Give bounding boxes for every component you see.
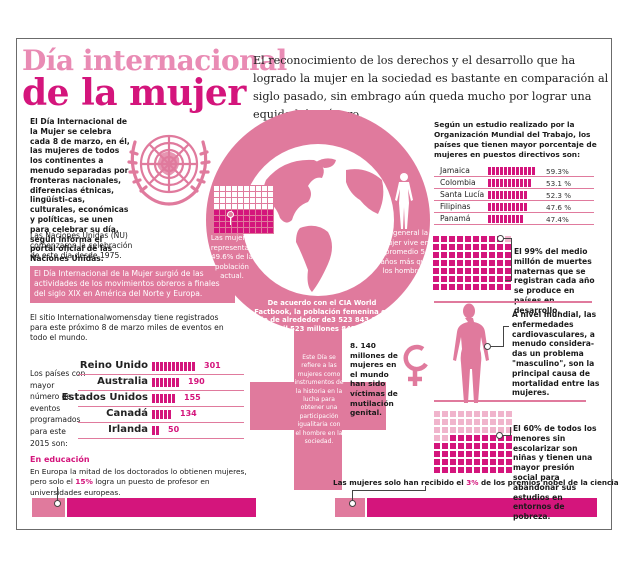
lifespan-text: En general la mujer vive en promedio 5 a… [380,229,430,276]
directive-bar-value: 47.6 % [546,203,572,212]
events-bar [152,362,195,371]
directive-bar [488,215,523,223]
events-bar-value: 155 [184,393,201,402]
woman-figure-icon [453,303,489,403]
nobel-marker-dot [349,500,356,507]
countries-caption: Los países con mayor número de eventos p… [30,369,86,448]
directive-bar-row: Colombia 53.1 % [434,177,594,189]
events-bar-value: 134 [180,409,197,418]
directive-bar [488,167,535,175]
events-bar-row: Irlanda 50 [78,423,244,439]
directive-bar-row: Santa Lucía 52.3 % [434,189,594,201]
directive-bar-value: 52.3 % [546,191,572,200]
venus-symbol-icon [206,110,430,490]
school-text: El 60% de todos los menores sin escolari… [513,424,597,522]
directive-bar [488,203,527,211]
directive-bar-row: Filipinas 47.6 % [434,201,594,213]
female-symbol-icon [403,344,428,386]
directive-bar-row: Panamá 47.4% [434,213,594,225]
nobel-3-segment [335,498,365,517]
events-bar-label: Reino Unido [79,360,148,371]
nobel-highlight: 3% [466,478,479,487]
directive-bar-label: Panamá [440,214,471,223]
cardio-text: A nivel mundial, las enfermedades cardio… [512,310,600,398]
title-line-2: de la mujer [22,72,246,114]
events-bar-row: Estados Unidos 155 [62,391,244,407]
events-bar [152,378,179,387]
un-emblem-icon [127,134,211,206]
directive-bar [488,191,527,199]
mutilation-text: 8. 140 millones de mujeres en el mundo h… [350,341,398,418]
origin-box: El Día Internacional de la Mujer surgió … [30,266,235,303]
education-highlight: 15% [75,477,93,487]
directive-bar-row: Jamaica 59.3% [434,165,594,177]
directive-bar-label: Santa Lucía [440,190,485,199]
woman-silhouette-icon [395,173,413,229]
directive-bar-label: Filipinas [440,202,471,211]
events-bar [152,394,175,403]
education-text: En Europa la mitad de los doctorados lo … [30,467,247,497]
education-85-segment [67,498,256,517]
events-bar-value: 301 [204,361,221,370]
nu-text: Las Naciones Unidas (NU) comenzaron la c… [30,231,133,260]
directive-bar [488,179,531,187]
directive-bar-value: 47.4% [546,215,569,224]
events-bar-label: Canadá [106,408,148,419]
events-bar-row: Reino Unido 301 [78,359,244,375]
directive-bar-value: 59.3% [546,167,569,176]
events-bar-value: 190 [188,377,205,386]
cia-text-numbers: (Tres mil 523 millones 843 mil 881) [254,325,390,333]
history-text: Este Día se refiere a las mujeres como i… [294,354,344,446]
directive-bar-label: Jamaica [440,166,470,175]
maternal-deaths-waffle-chart [433,236,511,290]
events-bar-label: Irlanda [108,424,148,435]
events-bar-label: Australia [97,376,148,387]
events-bar-value: 50 [168,425,180,434]
title-line-1: Día internacional [22,44,287,77]
maternal-text: El 99% del medio millón de muertes mater… [514,247,595,315]
intro-text: El Día Internacional de la Mujer se cele… [30,117,130,264]
nobel-97-segment [367,498,597,517]
oit-intro: Según un estudio realizado por la Organi… [434,120,597,159]
population-waffle-chart [213,185,274,234]
nobel-text: Las mujeres solo han recibido el 3% de l… [333,478,619,487]
events-bar-label: Estados Unidos [61,392,148,403]
events-bar-row: Australia 190 [78,375,244,391]
cia-text: De acuerdo con el CIA World Factbook, la… [254,299,390,325]
education-title: En educación [30,455,90,464]
events-bar-row: Canadá 134 [78,407,244,423]
out-of-school-waffle-chart [434,411,512,473]
events-bar [152,410,171,419]
directive-bar-value: 53.1 % [546,179,572,188]
events-bar [152,426,159,435]
education-marker-dot [54,500,61,507]
infographic-frame [16,38,612,530]
population-text: Las mujeres representan 49.6% de la pobl… [210,234,254,281]
events-text: El sitio Internationalwomensday tiene re… [30,313,224,342]
directive-bar-label: Colombia [440,178,476,187]
